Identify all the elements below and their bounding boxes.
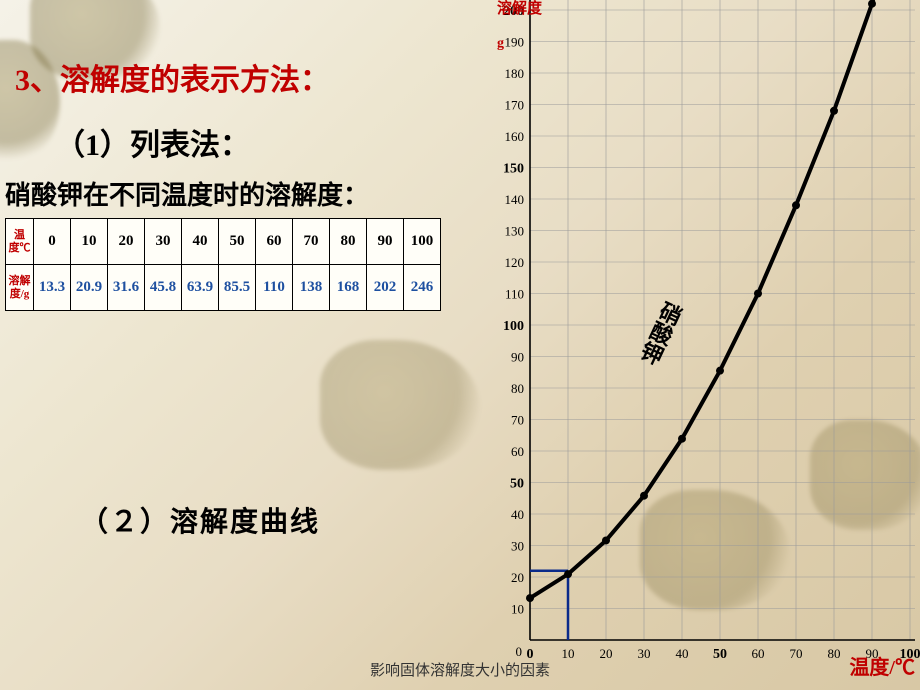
- data-table: 温度℃ 0 10 20 30 40 50 60 70 80 90 100 溶解度…: [5, 218, 441, 311]
- row-header-temp: 温度℃: [6, 219, 34, 265]
- temp-cell: 80: [330, 219, 367, 265]
- svg-text:30: 30: [511, 539, 524, 554]
- svg-text:130: 130: [505, 224, 525, 239]
- temp-cell: 70: [293, 219, 330, 265]
- solubility-chart: 溶解度 g 硝酸钾 102030405060708090100110120130…: [475, 0, 920, 680]
- svg-text:30: 30: [638, 646, 651, 660]
- temp-cell: 60: [256, 219, 293, 265]
- sol-cell: 13.3: [34, 265, 71, 311]
- y-axis-unit: g: [497, 36, 504, 52]
- y-axis-label: 溶解度: [497, 2, 542, 17]
- sol-cell: 202: [367, 265, 404, 311]
- svg-text:50: 50: [510, 477, 524, 492]
- temp-cell: 30: [145, 219, 182, 265]
- chart-svg: 1020304050607080901001101201301401501601…: [475, 0, 920, 660]
- svg-text:0: 0: [527, 647, 534, 660]
- subsection-2-label: （２）溶解度曲线: [80, 500, 320, 540]
- svg-text:50: 50: [713, 647, 727, 660]
- sol-cell: 168: [330, 265, 367, 311]
- sol-cell: 20.9: [71, 265, 108, 311]
- svg-text:40: 40: [676, 646, 689, 660]
- temp-cell: 100: [404, 219, 441, 265]
- temp-cell: 20: [108, 219, 145, 265]
- title-colon: ：: [300, 64, 330, 97]
- svg-text:10: 10: [562, 646, 575, 660]
- svg-text:80: 80: [828, 646, 841, 660]
- svg-text:60: 60: [752, 646, 765, 660]
- svg-text:40: 40: [511, 507, 524, 522]
- sol-cell: 246: [404, 265, 441, 311]
- svg-text:170: 170: [505, 98, 525, 113]
- sol-cell: 45.8: [145, 265, 182, 311]
- svg-text:160: 160: [505, 129, 525, 144]
- solubility-table: 温度℃ 0 10 20 30 40 50 60 70 80 90 100 溶解度…: [5, 218, 441, 311]
- svg-text:20: 20: [511, 570, 524, 585]
- temp-cell: 0: [34, 219, 71, 265]
- svg-text:10: 10: [511, 602, 524, 617]
- temp-cell: 50: [219, 219, 256, 265]
- temp-cell: 40: [182, 219, 219, 265]
- svg-text:110: 110: [505, 287, 524, 302]
- temp-cell: 10: [71, 219, 108, 265]
- section-title: 3、溶解度的表示方法：: [15, 55, 330, 99]
- svg-text:140: 140: [505, 192, 525, 207]
- sol-cell: 31.6: [108, 265, 145, 311]
- table-row-temp: 温度℃ 0 10 20 30 40 50 60 70 80 90 100: [6, 219, 441, 265]
- svg-text:190: 190: [505, 35, 525, 50]
- svg-text:70: 70: [790, 646, 803, 660]
- temp-cell: 90: [367, 219, 404, 265]
- table-row-solubility: 溶解度/g 13.3 20.9 31.6 45.8 63.9 85.5 110 …: [6, 265, 441, 311]
- svg-text:60: 60: [511, 444, 524, 459]
- svg-text:120: 120: [505, 255, 525, 270]
- sol-cell: 110: [256, 265, 293, 311]
- svg-text:70: 70: [511, 413, 524, 428]
- subsection-1-caption: 硝酸钾在不同温度时的溶解度：: [5, 175, 369, 212]
- sol-cell: 63.9: [182, 265, 219, 311]
- svg-text:0: 0: [516, 644, 523, 659]
- subsection-1-label: （1）列表法：: [55, 120, 250, 164]
- svg-text:150: 150: [503, 162, 524, 177]
- sol-cell: 85.5: [219, 265, 256, 311]
- svg-text:90: 90: [511, 350, 524, 365]
- x-axis-label: 温度/℃: [849, 651, 915, 680]
- svg-text:180: 180: [505, 66, 525, 81]
- decorative-foliage: [320, 340, 480, 470]
- sol-cell: 138: [293, 265, 330, 311]
- title-text: 溶解度的表示方法: [60, 64, 300, 97]
- svg-text:20: 20: [600, 646, 613, 660]
- title-number: 3、: [15, 64, 60, 97]
- svg-text:100: 100: [503, 319, 524, 334]
- svg-text:80: 80: [511, 381, 524, 396]
- row-header-solubility: 溶解度/g: [6, 265, 34, 311]
